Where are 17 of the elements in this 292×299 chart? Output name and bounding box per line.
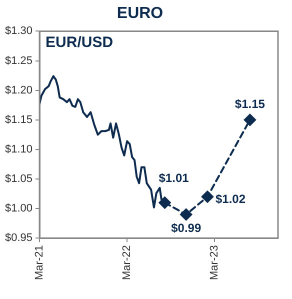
x-tick-label: Mar-21 [34, 245, 46, 280]
y-tick-label: $1.25 [4, 54, 33, 67]
y-tick-label: $1.05 [4, 173, 33, 186]
data-label: $1.02 [215, 192, 246, 206]
y-tick-label: $1.20 [4, 84, 33, 96]
data-label: $1.15 [234, 97, 266, 112]
data-label: $1.01 [158, 170, 190, 185]
y-tick-label: $0.95 [4, 232, 33, 244]
x-tick-label: Mar-22 [121, 245, 134, 280]
y-tick-label: $1.10 [4, 143, 33, 156]
chart-title: EURO [116, 5, 164, 22]
y-tick-label: $1.00 [4, 202, 33, 215]
x-tick-label: Mar-23 [208, 245, 221, 280]
data-label: $0.99 [171, 220, 202, 235]
chart-subtitle: EUR/USD [46, 34, 114, 51]
y-tick-label: $1.15 [4, 114, 33, 126]
y-tick-label: $1.30 [4, 25, 33, 38]
